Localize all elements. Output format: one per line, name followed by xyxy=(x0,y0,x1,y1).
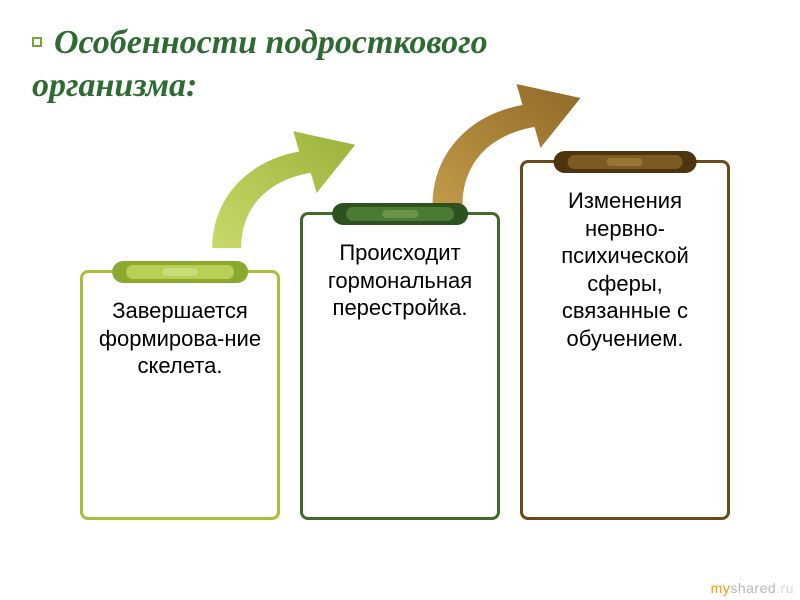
title-bullet xyxy=(32,37,42,47)
clipboard-0: Завершается формирова-ние скелета. xyxy=(80,270,280,520)
watermark: myshared.ru xyxy=(711,580,794,596)
watermark-my: my xyxy=(711,580,731,596)
title-line2: организма: xyxy=(32,67,197,104)
diagram-container: Завершается формирова-ние скелета. Происх… xyxy=(0,130,800,580)
clipboard-2: Изменения нервно-психической сферы, связ… xyxy=(520,160,730,520)
clipboard-clip-1 xyxy=(332,203,468,225)
clipboard-1: Происходит гормональная перестройка. xyxy=(300,212,500,520)
clipboard-text-2: Изменения нервно-психической сферы, связ… xyxy=(531,187,719,352)
title-line1: Особенности подросткового xyxy=(54,24,488,61)
clipboard-clip-2 xyxy=(554,151,697,173)
watermark-shared: shared xyxy=(730,580,776,596)
clipboard-clip-0 xyxy=(112,261,248,283)
clipboard-text-1: Происходит гормональная перестройка. xyxy=(311,239,489,322)
clipboard-text-0: Завершается формирова-ние скелета. xyxy=(91,297,269,380)
